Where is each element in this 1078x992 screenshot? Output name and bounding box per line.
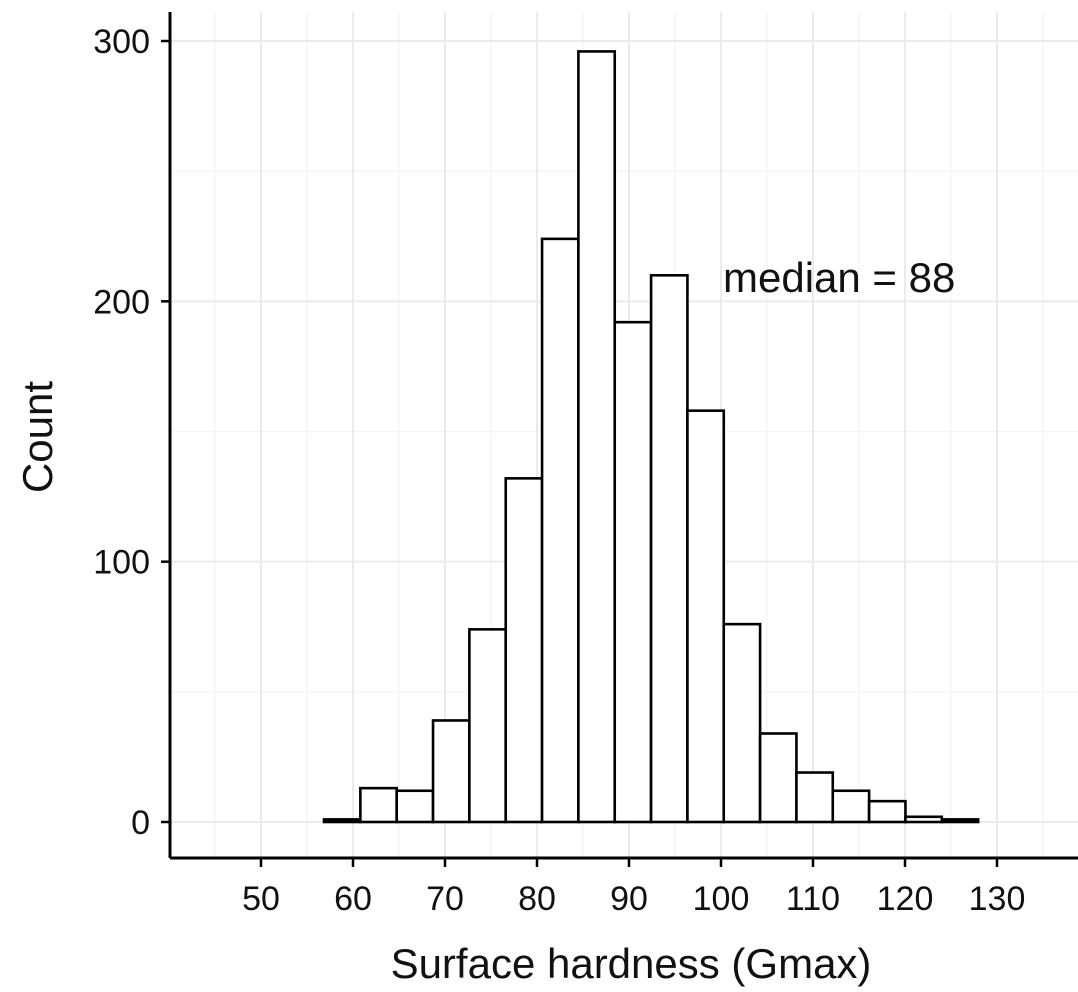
histogram-bar — [831, 789, 871, 824]
x-tick-label: 60 — [334, 880, 372, 918]
histogram-bar — [431, 719, 471, 824]
histogram-bar — [686, 409, 726, 824]
x-tick-label: 110 — [786, 880, 840, 918]
y-tick-label: 100 — [93, 544, 150, 582]
histogram-bar — [758, 732, 798, 824]
x-tick-label: 50 — [242, 880, 280, 918]
ticks: 50 60 70 80 90 100 110 120 130 0 100 200 300 — [93, 23, 1025, 918]
histogram-bar — [322, 818, 362, 824]
histogram-bar — [359, 786, 398, 824]
histogram-bar — [540, 237, 580, 824]
histogram-bar — [940, 818, 980, 824]
x-tick-label: 120 — [877, 880, 934, 918]
x-tick-label: 90 — [610, 880, 648, 918]
y-tick-label: 300 — [93, 23, 150, 61]
y-tick-label: 0 — [131, 804, 150, 842]
bars — [322, 50, 980, 824]
histogram-bar — [795, 771, 835, 824]
x-tick-label: 80 — [518, 880, 556, 918]
x-tick-label: 100 — [693, 880, 750, 918]
histogram-bar — [577, 50, 617, 824]
y-axis-title: Count — [14, 381, 61, 493]
histogram-bar — [722, 622, 762, 824]
histogram-bar — [468, 628, 508, 824]
histogram-bar — [867, 799, 907, 824]
histogram-bar — [904, 815, 944, 824]
histogram-bar — [613, 320, 653, 824]
x-tick-label: 130 — [969, 880, 1026, 918]
x-tick-label: 70 — [426, 880, 464, 918]
x-axis-title: Surface hardness (Gmax) — [391, 940, 872, 987]
histogram-bar — [504, 477, 544, 824]
y-tick-label: 200 — [93, 283, 150, 321]
median-annotation: median = 88 — [723, 254, 955, 301]
histogram-bar — [649, 274, 689, 824]
axes — [168, 12, 1078, 860]
histogram-bar — [395, 789, 435, 824]
